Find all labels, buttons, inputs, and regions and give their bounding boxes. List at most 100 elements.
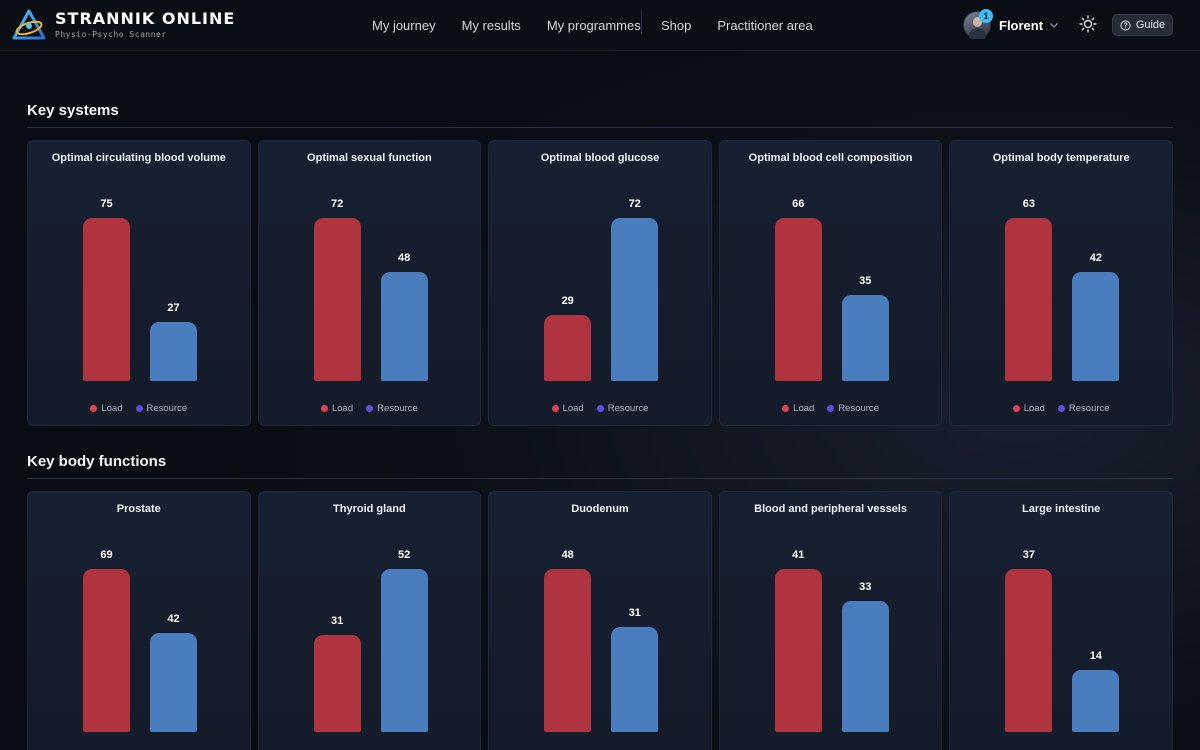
resource-bar[interactable] [380,569,428,732]
load-bar[interactable] [1005,218,1053,381]
user-name: Florent [999,17,1044,33]
help-circle-icon [1120,19,1131,31]
legend-item-resource[interactable]: Resource [827,403,879,414]
legend-label-resource: Resource [838,403,879,414]
resource-bar[interactable] [611,627,659,732]
nav-practitioner-area[interactable]: Practitioner area [717,18,813,33]
legend-label-load: Load [101,403,123,414]
resource-bar[interactable] [150,322,197,381]
load-bar[interactable] [313,218,361,381]
legend-item-load[interactable]: Load [551,403,584,414]
user-menu[interactable]: Florent [963,11,1059,39]
chart-card-optimal-blood-glucose[interactable]: Optimal blood glucose 29 72 Load Resource [488,140,712,426]
load-bar[interactable] [83,218,130,381]
legend-item-load[interactable]: Load [320,403,354,414]
resource-bar[interactable] [1072,272,1120,381]
load-value-label: 29 [561,295,574,307]
resource-bar[interactable] [150,633,197,732]
legend-item-load[interactable]: Load [1012,403,1045,414]
chart-legend: Load Resource [259,403,481,414]
legend-label-load: Load [562,403,584,414]
load-bar[interactable] [313,635,361,732]
legend-dot-resource [366,405,374,412]
chart-title: Duodenum [571,503,629,515]
resource-value-label: 48 [397,252,411,264]
legend-dot-load [320,405,328,412]
legend-label-resource: Resource [146,403,188,414]
resource-value-label: 33 [859,581,872,593]
legend-label-resource: Resource [1068,403,1110,414]
chevron-down-icon [1050,23,1059,28]
nav-my-journey[interactable]: My journey [372,18,436,33]
legend-label-load: Load [1023,403,1045,414]
resource-value-label: 31 [628,607,641,619]
chart-card-optimal-blood-cell-composition[interactable]: Optimal blood cell composition 66 35 Load … [718,140,943,426]
legend-item-resource[interactable]: Resource [135,403,188,414]
chart-title: Prostate [116,503,161,515]
nav-my-programmes[interactable]: My programmes [546,18,641,33]
legend-item-load[interactable]: Load [782,403,814,414]
load-value-label: 66 [792,198,805,210]
chart-legend: Load Resource [950,403,1172,414]
load-bar[interactable] [1005,569,1053,732]
load-bar[interactable] [83,569,130,732]
legend-label-resource: Resource [377,403,418,414]
resource-value-label: 27 [167,302,180,314]
load-value-label: 63 [1022,198,1035,210]
load-bar[interactable] [774,569,822,732]
section-divider [27,127,1173,128]
chart-card-optimal-sexual-function[interactable]: Optimal sexual function 72 48 Load Resourc… [257,140,482,426]
chart-legend: Load Resource [720,403,942,414]
resource-value-label: 35 [859,275,872,287]
resource-bar[interactable] [1072,670,1120,732]
nav-shop[interactable]: Shop [661,18,692,33]
chart-title: Thyroid gland [333,503,406,515]
resource-bar[interactable] [841,601,889,732]
load-bar[interactable] [774,218,822,381]
resource-bar[interactable] [611,218,659,381]
top-navbar: STRANNIK ONLINE Physio-Psycho Scanner My… [0,0,1200,51]
nav-divider [641,10,642,34]
resource-value-label: 72 [628,198,641,210]
legend-item-load[interactable]: Load [90,403,123,414]
legend-label-load: Load [331,403,354,414]
notification-badge[interactable]: 1 [979,9,993,23]
load-value-label: 31 [330,615,344,627]
brand-subtitle: Physio-Psycho Scanner [55,30,167,39]
load-value-label: 69 [100,549,113,561]
resource-bar[interactable] [841,295,889,381]
chart-title: Blood and peripheral vessels [754,503,907,515]
load-bar[interactable] [544,569,592,732]
legend-item-resource[interactable]: Resource [366,403,418,414]
resource-bar[interactable] [380,272,428,381]
legend-dot-load [90,405,98,412]
legend-label-resource: Resource [607,403,649,414]
load-value-label: 41 [792,549,805,561]
load-bar[interactable] [544,315,592,381]
load-value-label: 75 [100,198,113,210]
legend-dot-resource [827,405,835,412]
load-value-label: 37 [1022,549,1035,561]
legend-dot-resource [1057,405,1065,412]
chart-title: Optimal blood glucose [540,152,660,164]
brand[interactable]: STRANNIK ONLINE Physio-Psycho Scanner [55,9,235,41]
user-avatar[interactable] [963,11,991,39]
resource-value-label: 42 [1089,252,1102,264]
legend-label-load: Load [793,403,815,414]
chart-title: Large intestine [1022,503,1101,515]
guide-button[interactable]: Guide [1112,14,1173,36]
legend-item-resource[interactable]: Resource [596,403,649,414]
chart-card-optimal-body-temperature[interactable]: Optimal body temperature 63 42 Load Resour… [949,140,1173,426]
legend-item-resource[interactable]: Resource [1057,403,1110,414]
chart-card-optimal-circulating-blood-volume[interactable]: Optimal circulating blood volume 75 27 Loa… [27,140,251,426]
legend-dot-resource [135,405,143,412]
nav-my-results[interactable]: My results [461,18,521,33]
sun-icon[interactable] [1079,15,1097,33]
strannik-logo-icon[interactable] [12,9,46,41]
chart-title: Optimal blood cell composition [748,152,913,164]
